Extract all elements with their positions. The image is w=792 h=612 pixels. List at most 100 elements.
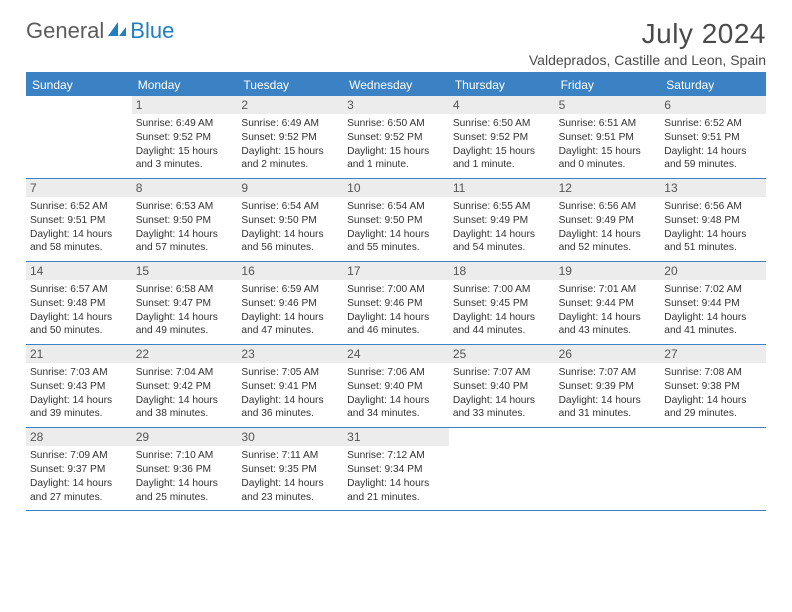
sunrise-line: Sunrise: 7:05 AM (241, 366, 339, 380)
day-number: 20 (660, 262, 766, 280)
logo-text-blue: Blue (130, 18, 174, 44)
sunset-line: Sunset: 9:49 PM (559, 214, 657, 228)
daylight-line: and 36 minutes. (241, 407, 339, 421)
day-cell: 10Sunrise: 6:54 AMSunset: 9:50 PMDayligh… (343, 179, 449, 261)
sunset-line: Sunset: 9:51 PM (559, 131, 657, 145)
sunrise-line: Sunrise: 6:57 AM (30, 283, 128, 297)
day-number: 12 (555, 179, 661, 197)
daylight-line: Daylight: 14 hours (347, 311, 445, 325)
daylight-line: Daylight: 14 hours (241, 228, 339, 242)
daylight-line: Daylight: 15 hours (453, 145, 551, 159)
sunrise-line: Sunrise: 6:59 AM (241, 283, 339, 297)
day-number: 16 (237, 262, 343, 280)
sunset-line: Sunset: 9:48 PM (30, 297, 128, 311)
day-number: 5 (555, 96, 661, 114)
sunrise-line: Sunrise: 7:07 AM (559, 366, 657, 380)
day-cell: 8Sunrise: 6:53 AMSunset: 9:50 PMDaylight… (132, 179, 238, 261)
dow-sunday: Sunday (26, 74, 132, 96)
day-number: 10 (343, 179, 449, 197)
dow-friday: Friday (555, 74, 661, 96)
sunrise-line: Sunrise: 7:06 AM (347, 366, 445, 380)
day-cell (26, 96, 132, 178)
day-cell: 4Sunrise: 6:50 AMSunset: 9:52 PMDaylight… (449, 96, 555, 178)
month-title: July 2024 (529, 18, 766, 50)
daylight-line: Daylight: 14 hours (30, 394, 128, 408)
daylight-line: Daylight: 14 hours (30, 477, 128, 491)
sunset-line: Sunset: 9:39 PM (559, 380, 657, 394)
daylight-line: and 57 minutes. (136, 241, 234, 255)
sunset-line: Sunset: 9:34 PM (347, 463, 445, 477)
daylight-line: Daylight: 14 hours (30, 311, 128, 325)
sunset-line: Sunset: 9:50 PM (241, 214, 339, 228)
sunrise-line: Sunrise: 6:49 AM (241, 117, 339, 131)
daylight-line: Daylight: 14 hours (136, 477, 234, 491)
dow-monday: Monday (132, 74, 238, 96)
sunset-line: Sunset: 9:40 PM (347, 380, 445, 394)
day-number: 4 (449, 96, 555, 114)
sunrise-line: Sunrise: 6:58 AM (136, 283, 234, 297)
sunrise-line: Sunrise: 7:09 AM (30, 449, 128, 463)
day-cell: 24Sunrise: 7:06 AMSunset: 9:40 PMDayligh… (343, 345, 449, 427)
header: General Blue July 2024 Valdeprados, Cast… (26, 18, 766, 68)
week-row: 7Sunrise: 6:52 AMSunset: 9:51 PMDaylight… (26, 179, 766, 262)
day-cell: 20Sunrise: 7:02 AMSunset: 9:44 PMDayligh… (660, 262, 766, 344)
sunrise-line: Sunrise: 6:52 AM (30, 200, 128, 214)
daylight-line: and 0 minutes. (559, 158, 657, 172)
sunrise-line: Sunrise: 7:11 AM (241, 449, 339, 463)
day-number: 6 (660, 96, 766, 114)
daylight-line: and 46 minutes. (347, 324, 445, 338)
week-row: 28Sunrise: 7:09 AMSunset: 9:37 PMDayligh… (26, 428, 766, 511)
sunset-line: Sunset: 9:42 PM (136, 380, 234, 394)
daylight-line: and 41 minutes. (664, 324, 762, 338)
day-cell: 23Sunrise: 7:05 AMSunset: 9:41 PMDayligh… (237, 345, 343, 427)
daylight-line: and 59 minutes. (664, 158, 762, 172)
daylight-line: Daylight: 14 hours (664, 145, 762, 159)
sunset-line: Sunset: 9:50 PM (136, 214, 234, 228)
daylight-line: Daylight: 14 hours (347, 394, 445, 408)
day-number: 28 (26, 428, 132, 446)
daylight-line: Daylight: 15 hours (347, 145, 445, 159)
day-number: 25 (449, 345, 555, 363)
dow-tuesday: Tuesday (237, 74, 343, 96)
day-cell: 30Sunrise: 7:11 AMSunset: 9:35 PMDayligh… (237, 428, 343, 510)
sunrise-line: Sunrise: 6:55 AM (453, 200, 551, 214)
day-cell: 16Sunrise: 6:59 AMSunset: 9:46 PMDayligh… (237, 262, 343, 344)
day-cell: 7Sunrise: 6:52 AMSunset: 9:51 PMDaylight… (26, 179, 132, 261)
day-number (449, 428, 555, 432)
daylight-line: and 43 minutes. (559, 324, 657, 338)
daylight-line: and 56 minutes. (241, 241, 339, 255)
daylight-line: Daylight: 14 hours (347, 477, 445, 491)
day-number: 7 (26, 179, 132, 197)
day-number: 31 (343, 428, 449, 446)
day-number: 11 (449, 179, 555, 197)
sunset-line: Sunset: 9:46 PM (347, 297, 445, 311)
daylight-line: and 47 minutes. (241, 324, 339, 338)
dow-thursday: Thursday (449, 74, 555, 96)
daylight-line: and 25 minutes. (136, 491, 234, 505)
sunrise-line: Sunrise: 6:52 AM (664, 117, 762, 131)
sunrise-line: Sunrise: 7:08 AM (664, 366, 762, 380)
daylight-line: and 51 minutes. (664, 241, 762, 255)
calendar-grid: 1Sunrise: 6:49 AMSunset: 9:52 PMDaylight… (26, 96, 766, 511)
day-number: 29 (132, 428, 238, 446)
daylight-line: Daylight: 14 hours (664, 311, 762, 325)
daylight-line: and 39 minutes. (30, 407, 128, 421)
daylight-line: and 2 minutes. (241, 158, 339, 172)
sunset-line: Sunset: 9:52 PM (347, 131, 445, 145)
sunset-line: Sunset: 9:38 PM (664, 380, 762, 394)
day-number: 18 (449, 262, 555, 280)
day-number (660, 428, 766, 432)
daylight-line: Daylight: 15 hours (241, 145, 339, 159)
daylight-line: and 21 minutes. (347, 491, 445, 505)
logo-sail-icon (106, 20, 128, 43)
day-number: 26 (555, 345, 661, 363)
daylight-line: and 1 minute. (347, 158, 445, 172)
daylight-line: Daylight: 14 hours (664, 228, 762, 242)
sunrise-line: Sunrise: 6:51 AM (559, 117, 657, 131)
daylight-line: Daylight: 14 hours (664, 394, 762, 408)
logo-text-general: General (26, 18, 104, 44)
week-row: 21Sunrise: 7:03 AMSunset: 9:43 PMDayligh… (26, 345, 766, 428)
sunrise-line: Sunrise: 7:00 AM (347, 283, 445, 297)
sunset-line: Sunset: 9:49 PM (453, 214, 551, 228)
week-row: 14Sunrise: 6:57 AMSunset: 9:48 PMDayligh… (26, 262, 766, 345)
